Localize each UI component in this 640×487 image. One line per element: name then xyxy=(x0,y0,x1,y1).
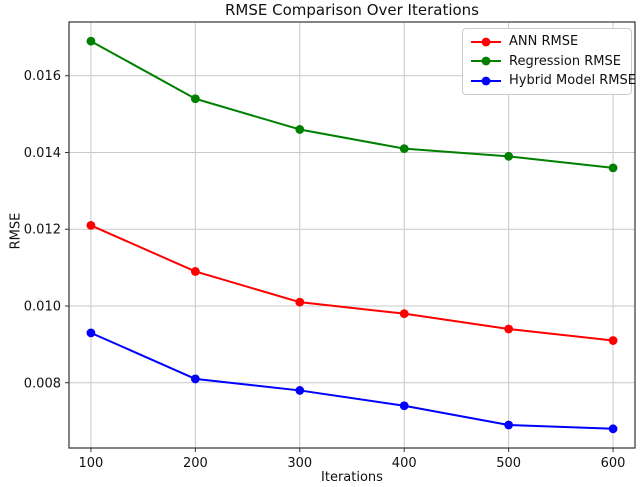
x-tick-label: 500 xyxy=(496,456,521,471)
data-point-regression-rmse xyxy=(399,144,409,154)
x-tick-label: 100 xyxy=(79,456,104,471)
data-point-regression-rmse xyxy=(86,36,96,46)
data-point-regression-rmse xyxy=(504,151,514,161)
plot-border xyxy=(68,21,636,449)
legend-line-marker-icon xyxy=(471,37,501,47)
x-tick-label: 200 xyxy=(183,456,208,471)
data-point-hybrid-model-rmse xyxy=(504,420,514,430)
y-tick-label: 0.014 xyxy=(24,146,61,161)
y-tick-label: 0.010 xyxy=(24,300,61,315)
legend-item-ann-rmse: ANN RMSE xyxy=(471,32,623,52)
data-point-ann-rmse xyxy=(190,267,200,276)
legend-line-marker-icon xyxy=(471,56,501,66)
legend-label: ANN RMSE xyxy=(509,34,579,50)
series-line-ann-rmse xyxy=(90,224,614,342)
x-axis-label: Iterations xyxy=(321,470,383,485)
y-tick-label: 0.008 xyxy=(24,376,61,391)
x-tick-label: 400 xyxy=(392,456,417,471)
x-tick-label: 300 xyxy=(287,456,312,471)
data-point-ann-rmse xyxy=(399,309,409,319)
data-point-hybrid-model-rmse xyxy=(295,386,305,395)
y-tick-label: 0.012 xyxy=(24,223,61,238)
legend-label: Hybrid Model RMSE xyxy=(509,73,636,89)
legend: ANN RMSE Regression RMSE Hybrid Model RMSE xyxy=(462,28,636,95)
legend-sample-dot xyxy=(481,37,491,47)
legend-line-marker-icon xyxy=(471,76,501,86)
data-point-hybrid-model-rmse xyxy=(399,401,409,411)
series-line-regression-rmse xyxy=(90,40,614,169)
y-axis-label: RMSE xyxy=(8,212,24,250)
data-point-regression-rmse xyxy=(295,125,305,134)
legend-item-hybrid-model-rmse: Hybrid Model RMSE xyxy=(471,71,636,91)
data-point-ann-rmse xyxy=(504,324,514,334)
data-point-ann-rmse xyxy=(608,336,618,345)
x-tick-label: 600 xyxy=(601,456,626,471)
legend-item-regression-rmse: Regression RMSE xyxy=(471,52,623,72)
legend-sample-dot xyxy=(481,56,491,66)
series-line-hybrid-model-rmse xyxy=(90,331,614,430)
legend-label: Regression RMSE xyxy=(509,53,621,69)
data-point-regression-rmse xyxy=(190,94,200,104)
data-point-ann-rmse xyxy=(295,297,305,307)
data-point-ann-rmse xyxy=(86,221,96,230)
data-point-regression-rmse xyxy=(608,163,618,173)
legend-sample-dot xyxy=(481,76,491,86)
data-point-hybrid-model-rmse xyxy=(608,424,618,434)
chart-title: RMSE Comparison Over Iterations xyxy=(225,1,479,19)
data-point-hybrid-model-rmse xyxy=(86,328,96,338)
y-tick-label: 0.016 xyxy=(24,69,61,84)
data-point-hybrid-model-rmse xyxy=(190,374,200,384)
